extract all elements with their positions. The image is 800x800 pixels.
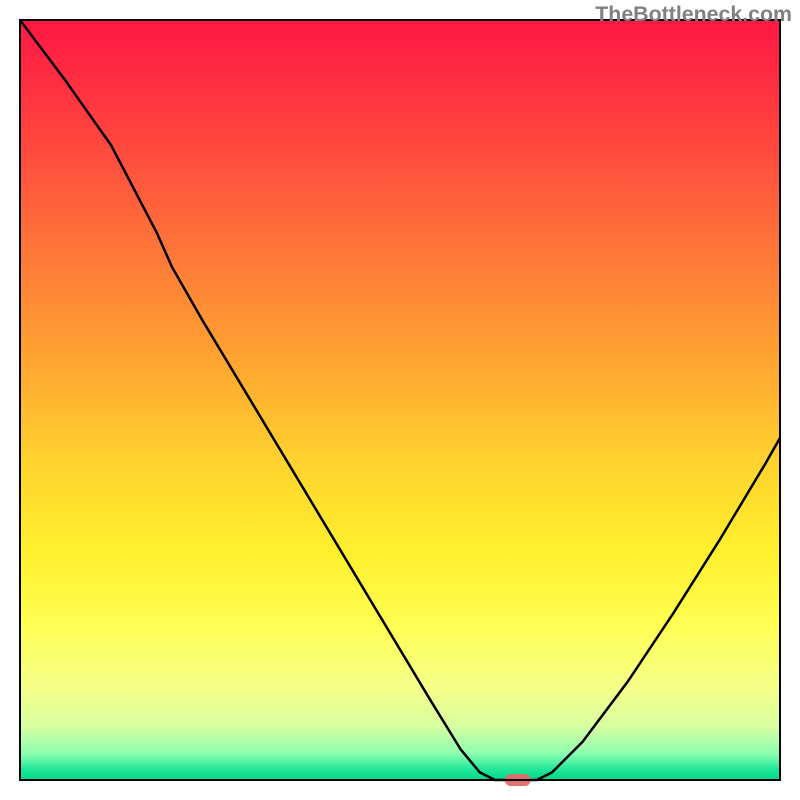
bottleneck-chart [0, 0, 800, 800]
chart-background [20, 20, 780, 780]
watermark-text: TheBottleneck.com [595, 2, 792, 27]
chart-container: TheBottleneck.com [0, 0, 800, 800]
